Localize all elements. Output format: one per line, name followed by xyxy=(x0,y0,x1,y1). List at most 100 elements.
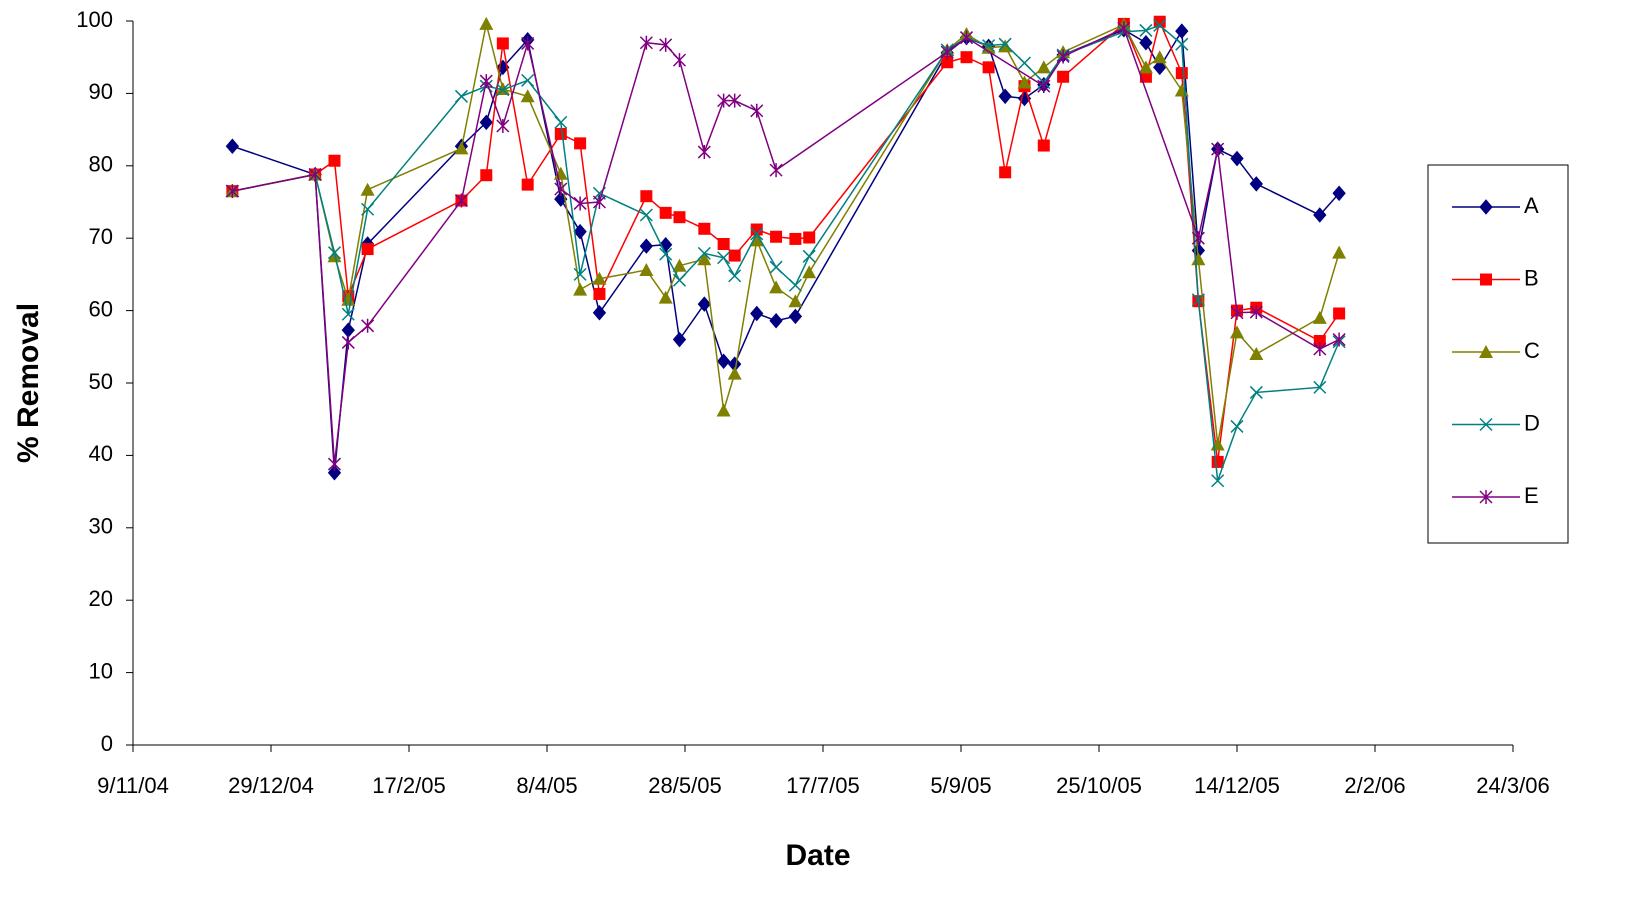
marker xyxy=(341,292,356,306)
marker xyxy=(327,465,342,481)
marker xyxy=(788,308,803,325)
marker xyxy=(521,36,535,51)
marker xyxy=(1191,252,1206,266)
marker xyxy=(672,331,687,348)
marker xyxy=(1332,185,1346,202)
y-tick-label: 30 xyxy=(89,514,113,539)
marker xyxy=(981,40,996,54)
y-axis-title: % Removal xyxy=(12,303,45,463)
marker xyxy=(716,403,731,417)
marker xyxy=(454,193,468,208)
marker xyxy=(573,196,587,211)
marker xyxy=(1153,18,1167,32)
legend-marker xyxy=(1479,417,1493,432)
marker xyxy=(573,267,587,281)
x-tick-label: 25/10/05 xyxy=(1056,773,1142,798)
legend-marker xyxy=(1479,490,1493,504)
marker xyxy=(327,457,342,472)
marker xyxy=(592,195,606,209)
marker xyxy=(1152,50,1167,64)
marker xyxy=(1230,305,1244,320)
marker xyxy=(1153,15,1166,28)
marker xyxy=(1211,455,1224,468)
marker xyxy=(361,202,375,216)
marker xyxy=(769,312,783,329)
marker xyxy=(308,167,322,182)
marker xyxy=(639,263,654,277)
marker xyxy=(1036,60,1051,74)
marker xyxy=(728,93,742,108)
y-tick-label: 0 xyxy=(101,731,113,756)
marker xyxy=(658,290,673,304)
marker xyxy=(1139,70,1152,83)
legend-box xyxy=(1427,164,1569,544)
marker xyxy=(769,280,784,294)
marker xyxy=(941,56,954,69)
marker xyxy=(1332,332,1346,347)
series-line xyxy=(232,19,1340,463)
marker xyxy=(982,61,995,74)
marker xyxy=(1230,150,1244,167)
marker xyxy=(672,273,687,287)
x-tick-label: 14/12/05 xyxy=(1194,773,1280,798)
marker xyxy=(341,335,355,350)
marker xyxy=(1138,60,1153,74)
y-tick-label: 50 xyxy=(89,369,113,394)
y-tick-label: 40 xyxy=(89,441,113,466)
marker xyxy=(998,37,1012,51)
marker xyxy=(1037,79,1051,94)
marker xyxy=(717,237,730,250)
marker xyxy=(496,118,510,133)
marker xyxy=(592,271,607,285)
marker xyxy=(573,223,587,240)
y-tick-label: 90 xyxy=(89,79,113,104)
marker xyxy=(225,184,239,199)
legend-marker xyxy=(1480,273,1492,286)
marker xyxy=(698,222,711,235)
marker xyxy=(1230,419,1244,433)
marker xyxy=(1191,293,1205,307)
marker xyxy=(1211,142,1225,157)
series-line xyxy=(232,27,1340,465)
legend-marker xyxy=(1479,199,1493,215)
marker xyxy=(750,223,763,236)
marker xyxy=(1249,176,1263,192)
marker xyxy=(479,74,493,89)
marker xyxy=(659,37,673,52)
marker xyxy=(520,89,535,103)
marker xyxy=(1313,380,1327,394)
marker xyxy=(960,51,973,64)
marker xyxy=(1333,307,1346,320)
marker xyxy=(639,208,653,222)
y-tick-label: 80 xyxy=(89,152,113,177)
marker xyxy=(1056,49,1070,64)
marker xyxy=(639,35,653,50)
series-line xyxy=(232,28,1340,473)
marker xyxy=(1175,67,1188,80)
marker xyxy=(728,249,741,262)
marker xyxy=(959,30,974,45)
marker xyxy=(717,251,731,265)
legend-label: E xyxy=(1524,483,1539,508)
series-line xyxy=(232,23,1340,445)
x-tick-label: 2/2/06 xyxy=(1344,773,1405,798)
marker xyxy=(554,115,568,129)
y-tick-label: 70 xyxy=(89,224,113,249)
legend-label: A xyxy=(1524,193,1539,218)
marker xyxy=(717,93,731,108)
marker xyxy=(1230,325,1244,339)
marker xyxy=(802,249,816,263)
marker xyxy=(769,260,783,274)
marker xyxy=(341,307,355,321)
x-tick-label: 8/4/05 xyxy=(516,773,577,798)
y-tick-label: 60 xyxy=(89,296,113,321)
marker xyxy=(480,169,493,182)
marker xyxy=(697,246,711,260)
marker xyxy=(788,294,803,308)
marker xyxy=(1139,34,1153,51)
marker xyxy=(999,166,1012,179)
marker xyxy=(1037,139,1050,152)
marker xyxy=(1175,23,1189,39)
marker xyxy=(225,138,240,155)
